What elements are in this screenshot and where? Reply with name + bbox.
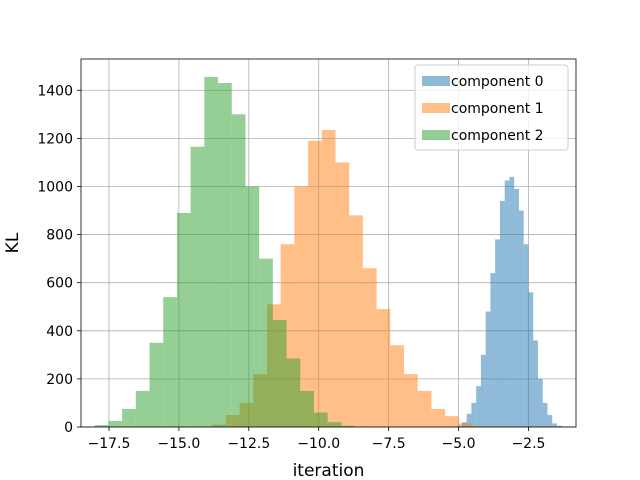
- histogram-bar: [135, 390, 150, 427]
- histogram-bar: [476, 386, 481, 427]
- y-tick-label: 1000: [37, 179, 73, 195]
- y-tick-label: 200: [46, 372, 73, 388]
- histogram-bar: [480, 354, 486, 427]
- y-axis-label: KL: [3, 232, 23, 253]
- y-tick-label: 600: [46, 276, 73, 292]
- histogram-bar: [308, 140, 322, 427]
- histogram-bar: [149, 342, 164, 427]
- histogram-bar: [313, 412, 328, 427]
- histogram-bar: [528, 292, 534, 427]
- x-tick-label: −17.5: [88, 436, 131, 452]
- histogram-bar: [204, 77, 219, 427]
- histogram-bar: [485, 311, 491, 427]
- histogram-bar: [518, 210, 524, 427]
- legend-label-component-2: component 2: [451, 128, 544, 144]
- histogram-bar: [376, 309, 391, 427]
- histogram-bar: [327, 422, 342, 427]
- y-tick-label: 0: [64, 420, 73, 436]
- y-tick-label: 800: [46, 228, 73, 244]
- histogram-bar: [362, 268, 377, 427]
- series-component-0: [457, 176, 562, 427]
- histogram-bar: [533, 340, 538, 427]
- histogram-bar: [321, 129, 336, 427]
- series-component-1: [198, 129, 487, 427]
- histogram-bar: [523, 244, 529, 427]
- histogram-bar: [300, 390, 314, 427]
- y-axis-ticks: 0 200 400 600 800 1000 1200 1400: [37, 83, 81, 436]
- x-axis-ticks: −17.5 −15.0 −12.5 −10.0 −7.5 −5.0 −2.5: [88, 427, 545, 452]
- histogram-bar: [335, 162, 350, 427]
- histogram-bar: [176, 212, 191, 427]
- histogram-bar: [445, 416, 459, 427]
- x-tick-label: −7.5: [372, 436, 406, 452]
- histogram-bar: [499, 200, 505, 427]
- x-tick-label: −15.0: [157, 436, 200, 452]
- legend-swatch-component-1: [422, 103, 450, 113]
- histogram-bar: [417, 390, 432, 427]
- histogram-bar: [542, 402, 548, 427]
- plot-frame: [80, 58, 577, 428]
- y-tick-label: 1400: [37, 83, 73, 99]
- histogram-bar: [556, 425, 562, 427]
- histogram-bar: [490, 273, 496, 427]
- histogram-bar: [286, 358, 301, 427]
- histogram-bar: [272, 319, 287, 427]
- x-tick-label: −10.0: [297, 436, 340, 452]
- legend-label-component-1: component 1: [451, 101, 544, 117]
- x-tick-label: −12.5: [227, 436, 270, 452]
- histogram-bar: [390, 345, 405, 427]
- histogram-bar: [341, 425, 356, 427]
- legend-label-component-0: component 0: [451, 74, 544, 90]
- histogram-bar: [495, 239, 500, 427]
- histogram-bar: [404, 374, 418, 427]
- y-tick-label: 1200: [37, 131, 73, 147]
- histogram-bars: [81, 77, 562, 428]
- legend-box: [414, 64, 569, 151]
- y-tick-label: 400: [46, 324, 73, 340]
- histogram-bar: [122, 408, 136, 427]
- histogram-bar: [163, 297, 177, 427]
- histogram-bar: [537, 378, 543, 427]
- histogram-bar: [245, 186, 260, 427]
- x-tick-label: −5.0: [442, 436, 476, 452]
- histogram-bar: [458, 423, 473, 427]
- legend: component 0 component 1 component 2: [414, 64, 569, 151]
- series-component-2: [81, 77, 369, 428]
- histogram-bar: [552, 423, 557, 427]
- histogram-bar: [218, 83, 232, 428]
- histogram-bar: [471, 402, 477, 427]
- histogram-bar: [509, 176, 515, 427]
- histogram-bar: [259, 258, 273, 427]
- legend-swatch-component-0: [422, 76, 450, 86]
- histogram-bar: [349, 215, 363, 427]
- histogram-bar: [466, 413, 472, 427]
- histogram-bar: [431, 408, 446, 427]
- histogram-bar: [547, 414, 553, 427]
- histogram-bar: [231, 114, 246, 428]
- x-tick-label: −2.5: [511, 436, 545, 452]
- histogram-bar: [94, 425, 109, 427]
- histogram-bar: [108, 420, 123, 427]
- histogram-bar: [504, 180, 510, 427]
- legend-swatch-component-2: [422, 130, 450, 140]
- x-axis-label: iteration: [293, 461, 365, 480]
- histogram-bar: [190, 146, 205, 428]
- histogram-bar: [514, 188, 519, 427]
